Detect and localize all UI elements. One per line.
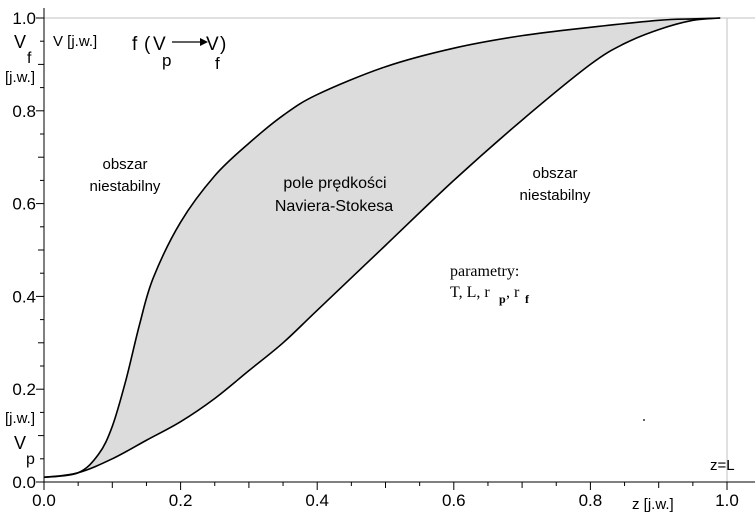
svg-text:p: p <box>499 292 506 306</box>
y-tick-label: 0.4 <box>12 287 36 306</box>
left-region-label-1: obszar <box>102 156 147 173</box>
right-region-label-2: niestabilny <box>520 187 591 204</box>
vf-symbol: V <box>14 32 26 52</box>
svg-text:V: V <box>206 34 219 55</box>
center-region-label-1: pole prędkości <box>283 175 386 192</box>
y-tick-label: 1.0 <box>12 9 36 28</box>
parameters-list: T, L, r p , r f <box>450 284 530 306</box>
vp-symbol: V <box>14 433 26 453</box>
svg-text:f: f <box>525 292 530 306</box>
y-tick-label: 0.0 <box>12 473 36 492</box>
x-tick-label: 0.6 <box>442 491 466 510</box>
svg-text:T, L, r: T, L, r <box>450 284 490 301</box>
svg-text:): ) <box>220 34 226 55</box>
x-tick-label: 0.4 <box>305 491 329 510</box>
vp-unit: [j.w.] <box>5 410 35 427</box>
left-region-label-2: niestabilny <box>90 178 161 195</box>
x-tick-label: 0.2 <box>169 491 193 510</box>
vf-subscript: f <box>27 50 32 67</box>
parameters-title: parametry: <box>450 263 519 280</box>
right-region-label-1: obszar <box>532 165 577 182</box>
x-tick-label: 0.8 <box>579 491 603 510</box>
svg-text:f: f <box>132 34 138 55</box>
vp-subscript: p <box>26 451 35 468</box>
chart: 0.0 0.2 0.4 0.6 0.8 1.0 0.0 0.2 0.4 0.6 0.8 1.0 V [… <box>0 0 755 522</box>
y-tick-label: 0.8 <box>12 102 36 121</box>
x-axis-label: z [j.w.] <box>632 496 674 513</box>
center-region-label-2: Naviera-Stokesa <box>275 198 393 215</box>
stray-dot <box>643 419 645 421</box>
y-tick-label: 0.6 <box>12 195 36 214</box>
x-tick-label: 1.0 <box>715 491 739 510</box>
svg-text:(: ( <box>144 34 151 55</box>
x-tick-label: 0.0 <box>32 491 56 510</box>
svg-text:, r: , r <box>506 284 520 301</box>
svg-text:f: f <box>215 54 220 73</box>
vf-unit: [j.w.] <box>5 69 35 86</box>
y-tick-label: 0.2 <box>12 380 36 399</box>
svg-text:p: p <box>162 51 171 70</box>
end-marker-label: z=L <box>710 457 735 474</box>
y-axis-label: V [j.w.] <box>53 33 97 50</box>
chart-title: f ( V p V f ) <box>132 34 226 73</box>
